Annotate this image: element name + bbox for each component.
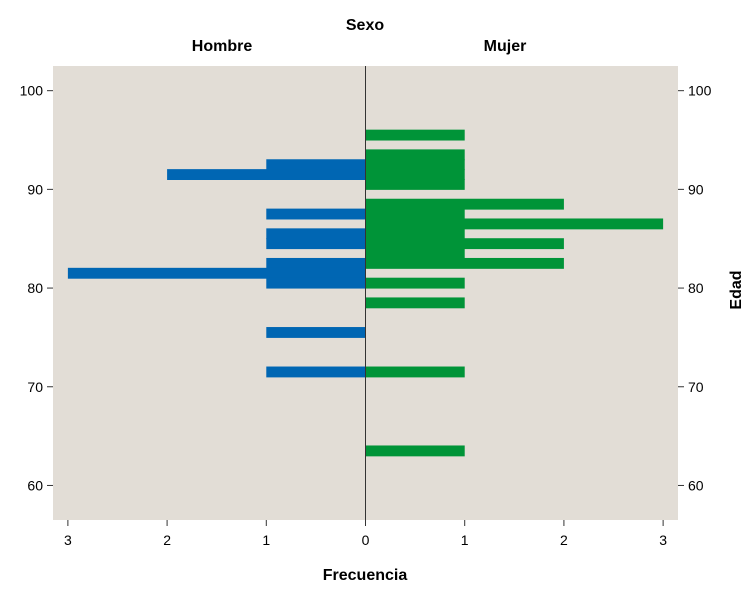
bar-mujer-78.5 <box>365 297 465 309</box>
x-tick-label: 1 <box>262 532 270 548</box>
bar-mujer-80.5 <box>365 277 465 289</box>
y-tick-label-left: 60 <box>27 477 43 493</box>
chart-title: Sexo <box>346 17 384 34</box>
x-tick-label: 2 <box>560 532 568 548</box>
legend-hombre: Hombre <box>192 38 253 55</box>
x-tick-label: 2 <box>163 532 171 548</box>
y-tick-label-right: 60 <box>688 477 704 493</box>
bar-mujer-92.5 <box>365 159 465 171</box>
bar-mujer-82.5 <box>365 257 564 269</box>
y-tick-label-left: 100 <box>20 83 44 99</box>
x-tick-label: 3 <box>659 532 667 548</box>
bar-hombre-87.5 <box>266 208 366 220</box>
bar-hombre-82.5 <box>266 257 366 269</box>
bar-hombre-80.5 <box>266 277 366 289</box>
bar-mujer-90.5 <box>365 179 465 190</box>
bar-hombre-75.5 <box>266 327 366 338</box>
bar-mujer-95.5 <box>365 129 465 141</box>
y-tick-label-right: 100 <box>688 83 712 99</box>
bar-hombre-81.5 <box>67 267 366 279</box>
y-axis-label: Edad <box>728 270 744 309</box>
bar-hombre-84.5 <box>266 238 366 250</box>
y-tick-label-right: 90 <box>688 181 704 197</box>
y-tick-label-left: 90 <box>27 181 43 197</box>
bar-mujer-63.5 <box>365 445 465 457</box>
bar-mujer-85.5 <box>365 228 465 240</box>
x-tick-label: 3 <box>64 532 72 548</box>
bar-mujer-87.5 <box>365 208 465 220</box>
y-tick-label-left: 70 <box>27 379 43 395</box>
bars-group <box>67 129 664 457</box>
bar-mujer-93.5 <box>365 149 465 161</box>
legend-mujer: Mujer <box>484 38 527 55</box>
bar-mujer-88.5 <box>365 198 564 210</box>
x-tick-label: 1 <box>461 532 469 548</box>
ticks-group: 60 60 70 70 80 80 90 90 100 100 3 2 1 0 1 2 3 <box>20 83 712 548</box>
y-tick-label-left: 80 <box>27 280 43 296</box>
bar-mujer-71.5 <box>365 366 465 378</box>
bar-hombre-85.5 <box>266 228 366 240</box>
y-tick-label-right: 70 <box>688 379 704 395</box>
x-axis-label: Frecuencia <box>323 567 408 584</box>
bar-mujer-83.5 <box>365 248 465 259</box>
bar-mujer-84.5 <box>365 238 564 250</box>
bar-hombre-92.5 <box>266 159 366 171</box>
bar-mujer-86.5 <box>365 218 664 230</box>
bar-hombre-71.5 <box>266 366 366 378</box>
x-tick-label: 0 <box>362 532 370 548</box>
y-tick-label-right: 80 <box>688 280 704 296</box>
bar-mujer-91.5 <box>365 169 465 180</box>
bar-hombre-91.5 <box>167 169 366 180</box>
